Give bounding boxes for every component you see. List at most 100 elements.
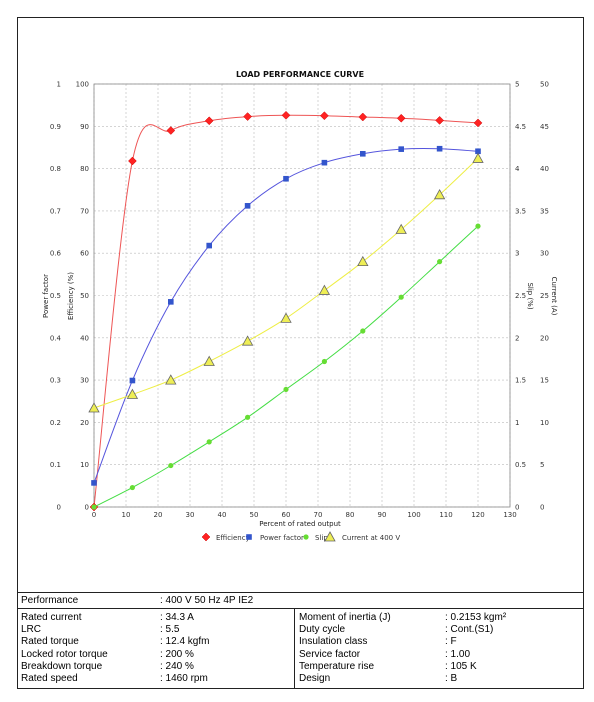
data-point <box>281 110 291 120</box>
current-tick-label: 0 <box>540 504 544 512</box>
pf-tick-label: 0.2 <box>50 419 61 427</box>
spec-value: : 105 K <box>445 660 477 672</box>
eff-tick-label: 10 <box>80 461 89 469</box>
data-point <box>203 355 215 366</box>
data-point <box>283 386 289 393</box>
data-point <box>473 118 483 128</box>
pf-tick-label: 1 <box>57 81 61 89</box>
x-tick-label: 20 <box>154 511 163 519</box>
x-tick-label: 60 <box>282 511 291 519</box>
data-point <box>283 175 289 182</box>
slip-tick-label: 0 <box>515 504 519 512</box>
eff-tick-label: 100 <box>76 81 89 89</box>
data-point <box>88 402 100 413</box>
chart-legend: Efficiency Power factor Slip Current at 400… <box>201 531 400 542</box>
data-point <box>241 335 254 346</box>
data-point <box>280 312 292 323</box>
data-point <box>168 299 174 305</box>
spec-row: Rated current: 34.3 A Moment of inertia (… <box>17 612 584 624</box>
eff-tick-label: 90 <box>80 123 89 131</box>
data-point <box>129 484 135 491</box>
eff-tick-label: 70 <box>80 207 89 215</box>
legend-marker <box>303 534 309 540</box>
pf-tick-label: 0.9 <box>50 123 61 131</box>
data-point <box>129 377 136 384</box>
spec-value: : Cont.(S1) <box>445 624 494 636</box>
slip-tick-label: 1 <box>515 419 519 427</box>
spec-label: Insulation class <box>299 636 368 648</box>
current-tick-label: 25 <box>540 292 549 300</box>
eff-tick-label: 20 <box>80 419 89 427</box>
data-point <box>166 126 176 135</box>
eff-tick-label: 50 <box>80 292 89 300</box>
eff-tick-label: 60 <box>80 250 89 258</box>
spec-value: : B <box>445 673 458 684</box>
data-point <box>321 358 327 365</box>
data-point <box>360 150 366 157</box>
pf-tick-label: 0.4 <box>50 334 62 342</box>
x-tick-label: 130 <box>503 511 516 519</box>
x-tick-label: 40 <box>218 511 227 519</box>
legend-label: Slip <box>315 534 328 542</box>
spec-value: : 0.2153 kgm² <box>445 612 507 623</box>
data-point <box>360 328 366 334</box>
x-tick-label: 90 <box>378 511 387 519</box>
data-point <box>398 294 404 300</box>
report-frame <box>17 17 584 689</box>
spec-value: : 1.00 <box>445 648 471 660</box>
pf-axis-label: Power factor <box>42 274 50 318</box>
slip-axis-label: Slip (%) <box>526 282 534 309</box>
data-point <box>206 439 212 445</box>
legend-label: Current at 400 V <box>342 534 400 542</box>
current-tick-label: 40 <box>540 165 549 173</box>
spec-value: : 34.3 A <box>160 612 194 623</box>
data-point <box>91 504 97 510</box>
pf-tick-label: 0.7 <box>50 207 61 215</box>
current-tick-label: 45 <box>540 123 549 131</box>
spec-label: Locked rotor torque <box>21 648 108 660</box>
pf-tick-label: 0.5 <box>50 292 61 300</box>
spec-label: Rated torque <box>21 636 79 648</box>
slip-tick-label: 3 <box>515 250 519 258</box>
chart-series <box>88 110 484 512</box>
data-point <box>472 152 484 163</box>
data-point <box>168 462 174 469</box>
x-tick-label: 0 <box>92 511 96 519</box>
data-point <box>320 111 329 121</box>
slip-tick-label: 2 <box>515 334 519 342</box>
pf-tick-label: 0.1 <box>50 461 61 469</box>
data-point <box>475 148 481 155</box>
spec-row: Breakdown torque: 240 % Temperature rise:… <box>17 661 584 673</box>
data-point <box>204 116 214 126</box>
data-point <box>206 242 212 249</box>
pf-tick-label: 0.8 <box>50 165 61 173</box>
x-tick-label: 120 <box>471 511 484 519</box>
slip-tick-label: 2.5 <box>515 292 526 300</box>
data-point <box>396 113 406 123</box>
data-point <box>128 156 137 166</box>
legend-label: Efficiency <box>216 534 250 542</box>
chart-grid <box>93 83 511 508</box>
data-point <box>435 116 444 125</box>
spec-label: Moment of inertia (J) <box>299 612 391 623</box>
load-performance-chart: LOAD PERFORMANCE CURVE 0 10 20 30 40 50 60 70 80… <box>42 70 558 542</box>
pf-tick-label: 0.6 <box>50 250 62 258</box>
performance-label: Performance <box>21 595 79 606</box>
current-tick-label: 35 <box>540 207 549 215</box>
series-slip <box>91 223 481 510</box>
spec-row: Rated speed: 1460 rpm Design: B <box>17 673 584 685</box>
series-line <box>93 147 479 484</box>
performance-row: Performance : 400 V 50 Hz 4P IE2 <box>17 595 584 607</box>
row-divider <box>17 608 584 609</box>
current-tick-label: 20 <box>540 334 549 342</box>
legend-label: Power factor <box>260 534 304 542</box>
chart-title: LOAD PERFORMANCE CURVE <box>236 70 364 79</box>
spec-value: : F <box>445 636 457 648</box>
series-line <box>93 158 479 409</box>
spec-value: : 200 % <box>160 648 194 660</box>
data-point <box>318 284 331 295</box>
spec-row: Rated torque: 12.4 kgfm Insulation class:… <box>17 636 584 648</box>
current-tick-label: 10 <box>540 419 549 427</box>
current-axis-label: Current (A) <box>550 277 558 316</box>
